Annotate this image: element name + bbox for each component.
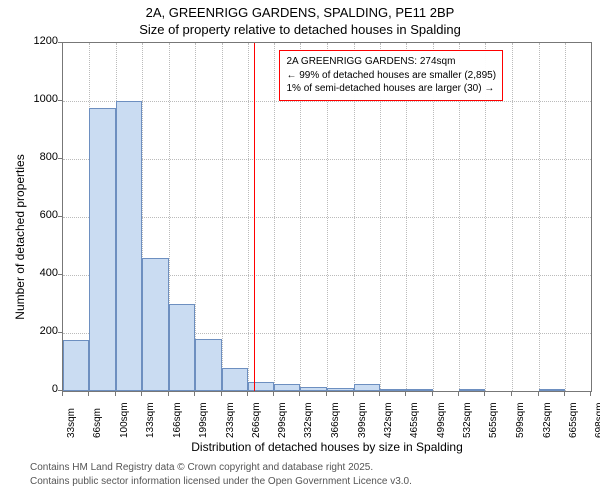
grid-vertical (222, 43, 223, 391)
plot-area: 2A GREENRIGG GARDENS: 274sqm← 99% of det… (62, 42, 592, 392)
x-tick-label: 465sqm (409, 402, 420, 438)
grid-vertical (512, 43, 513, 391)
annotation-line: 1% of semi-detached houses are larger (3… (286, 82, 496, 96)
histogram-bar (142, 258, 168, 391)
x-tick-label: 66sqm (92, 408, 103, 438)
x-tick-label: 499sqm (436, 402, 447, 438)
y-tick-label: 0 (18, 383, 58, 395)
x-tick-mark (62, 392, 63, 396)
x-tick-mark (115, 392, 116, 396)
y-tick-label: 1000 (18, 93, 58, 105)
y-tick-mark (58, 42, 62, 43)
x-tick-mark (273, 392, 274, 396)
chart-container: 2A, GREENRIGG GARDENS, SPALDING, PE11 2B… (0, 0, 600, 500)
histogram-bar (63, 340, 89, 391)
title-line-2: Size of property relative to detached ho… (0, 22, 600, 37)
footer-line-2: Contains public sector information licen… (30, 476, 412, 487)
x-tick-label: 199sqm (198, 402, 209, 438)
y-tick-label: 400 (18, 267, 58, 279)
annotation-line: ← 99% of detached houses are smaller (2,… (286, 69, 496, 83)
reference-line (254, 43, 255, 391)
y-tick-mark (58, 390, 62, 391)
x-tick-label: 665sqm (568, 402, 579, 438)
y-tick-mark (58, 158, 62, 159)
x-tick-label: 565sqm (488, 402, 499, 438)
histogram-bar (406, 389, 433, 391)
x-tick-mark (353, 392, 354, 396)
annotation-line: 2A GREENRIGG GARDENS: 274sqm (286, 55, 496, 69)
x-tick-mark (194, 392, 195, 396)
x-tick-mark (538, 392, 539, 396)
x-tick-mark (405, 392, 406, 396)
histogram-bar (248, 382, 274, 391)
x-tick-mark (326, 392, 327, 396)
y-tick-mark (58, 216, 62, 217)
histogram-bar (89, 108, 116, 391)
x-tick-label: 266sqm (251, 402, 262, 438)
x-tick-label: 698sqm (594, 402, 600, 438)
x-tick-mark (432, 392, 433, 396)
x-tick-label: 399sqm (357, 402, 368, 438)
x-tick-mark (484, 392, 485, 396)
x-tick-label: 299sqm (277, 402, 288, 438)
x-axis-label: Distribution of detached houses by size … (62, 440, 592, 454)
x-tick-label: 366sqm (330, 402, 341, 438)
grid-vertical (248, 43, 249, 391)
x-tick-mark (458, 392, 459, 396)
annotation-box: 2A GREENRIGG GARDENS: 274sqm← 99% of det… (279, 50, 503, 101)
y-tick-label: 800 (18, 151, 58, 163)
histogram-bar (459, 389, 485, 391)
histogram-bar (169, 304, 195, 391)
histogram-bar (195, 339, 222, 391)
x-tick-mark (247, 392, 248, 396)
histogram-bar (300, 387, 327, 391)
histogram-bar (354, 384, 380, 391)
x-tick-label: 100sqm (119, 402, 130, 438)
x-tick-label: 599sqm (515, 402, 526, 438)
histogram-bar (380, 389, 406, 391)
x-tick-mark (590, 392, 591, 396)
histogram-bar (274, 384, 300, 391)
x-tick-label: 632sqm (542, 402, 553, 438)
x-tick-mark (221, 392, 222, 396)
footer-line-1: Contains HM Land Registry data © Crown c… (30, 462, 373, 473)
x-tick-label: 332sqm (303, 402, 314, 438)
grid-vertical (565, 43, 566, 391)
histogram-bar (327, 388, 353, 391)
histogram-bar (222, 368, 248, 391)
x-tick-mark (564, 392, 565, 396)
y-tick-mark (58, 274, 62, 275)
x-tick-label: 166sqm (172, 402, 183, 438)
x-tick-mark (379, 392, 380, 396)
y-tick-label: 600 (18, 209, 58, 221)
y-tick-label: 200 (18, 325, 58, 337)
y-tick-label: 1200 (18, 35, 58, 47)
x-tick-mark (299, 392, 300, 396)
x-tick-label: 33sqm (66, 408, 77, 438)
title-line-1: 2A, GREENRIGG GARDENS, SPALDING, PE11 2B… (0, 5, 600, 20)
x-tick-mark (141, 392, 142, 396)
grid-vertical (539, 43, 540, 391)
x-tick-label: 133sqm (145, 402, 156, 438)
grid-vertical (274, 43, 275, 391)
x-tick-label: 532sqm (462, 402, 473, 438)
x-tick-mark (511, 392, 512, 396)
histogram-bar (116, 101, 142, 391)
x-tick-mark (88, 392, 89, 396)
x-tick-mark (168, 392, 169, 396)
x-tick-label: 432sqm (383, 402, 394, 438)
x-tick-label: 233sqm (225, 402, 236, 438)
y-tick-mark (58, 332, 62, 333)
y-tick-mark (58, 100, 62, 101)
histogram-bar (539, 389, 565, 391)
